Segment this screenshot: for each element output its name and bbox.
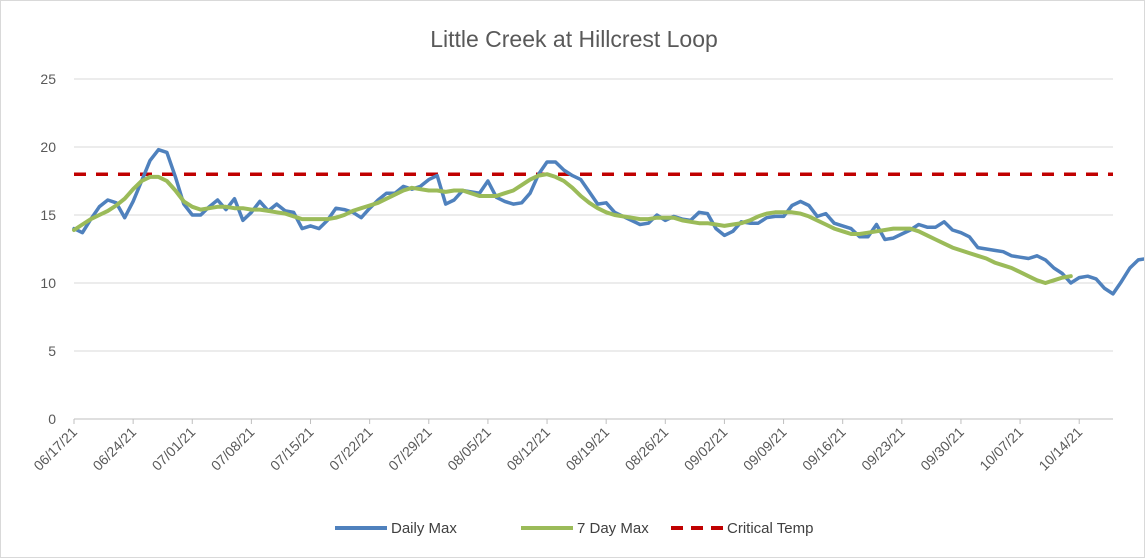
x-tick-label: 09/02/21 [681, 424, 731, 474]
legend: Daily Max 7 Day Max Critical Temp [335, 520, 813, 537]
series-layer [72, 147, 1144, 296]
x-tick-label: 06/17/21 [30, 424, 80, 474]
legend-label: Critical Temp [727, 520, 813, 537]
x-tick-label: 07/22/21 [326, 424, 376, 474]
x-tick-label: 08/19/21 [562, 424, 612, 474]
x-tick-label: 08/05/21 [444, 424, 494, 474]
chart-title: Little Creek at Hillcrest Loop [430, 26, 718, 52]
series-line-daily-max [72, 147, 1144, 296]
y-tick-label: 5 [48, 343, 56, 359]
series-line-7-day-max [72, 172, 1073, 285]
x-tick-label: 07/29/21 [385, 424, 435, 474]
y-tick-label: 20 [40, 139, 56, 155]
x-tick-label: 07/15/21 [267, 424, 317, 474]
x-tick-label: 09/09/21 [740, 424, 790, 474]
x-tick-label: 09/16/21 [799, 424, 849, 474]
legend-label: Daily Max [391, 520, 457, 537]
x-tick-label: 10/14/21 [1035, 424, 1085, 474]
x-tick-label: 10/07/21 [976, 424, 1026, 474]
x-tick-label: 09/30/21 [917, 424, 967, 474]
x-tick-label: 07/08/21 [208, 424, 258, 474]
x-tick-label: 08/12/21 [503, 424, 553, 474]
y-tick-label: 15 [40, 207, 56, 223]
y-tick-label: 0 [48, 411, 56, 427]
y-tick-label: 10 [40, 275, 56, 291]
x-tick-label: 06/24/21 [89, 424, 139, 474]
x-tick-label: 07/01/21 [149, 424, 199, 474]
y-tick-label: 25 [40, 71, 56, 87]
x-axis: 06/17/21 06/24/21 07/01/21 07/08/21 07/15/21… [30, 419, 1085, 474]
y-axis: 0 5 10 15 20 25 [40, 71, 56, 427]
x-tick-label: 08/26/21 [622, 424, 672, 474]
legend-label: 7 Day Max [577, 520, 649, 537]
x-tick-label: 09/23/21 [858, 424, 908, 474]
